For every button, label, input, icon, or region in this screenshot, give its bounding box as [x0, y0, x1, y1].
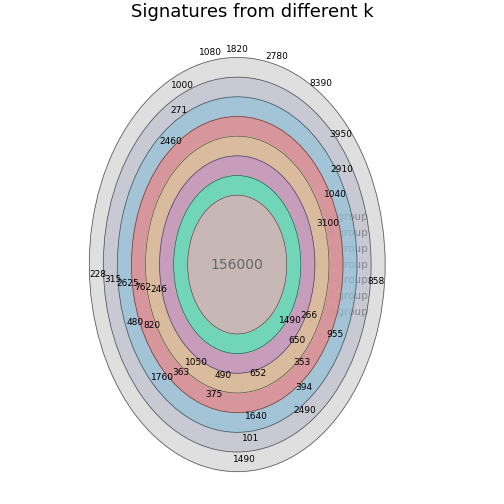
Ellipse shape — [160, 156, 315, 373]
Text: 353: 353 — [294, 358, 311, 367]
Ellipse shape — [132, 116, 343, 413]
Text: 3950: 3950 — [329, 130, 352, 139]
Text: 8390: 8390 — [309, 80, 333, 88]
Text: 1760: 1760 — [151, 372, 174, 382]
Ellipse shape — [117, 97, 357, 432]
Text: 266: 266 — [300, 311, 318, 321]
Text: 246: 246 — [150, 285, 167, 294]
Text: 480: 480 — [127, 318, 144, 327]
Text: 228: 228 — [90, 270, 107, 279]
Legend: 2-group, 3-group, 4-group, 5-group, 6-group, 7-group, 8-group: 2-group, 3-group, 4-group, 5-group, 6-gr… — [314, 212, 368, 317]
Text: 858: 858 — [367, 277, 385, 286]
Text: 363: 363 — [172, 368, 190, 377]
Text: 1080: 1080 — [199, 48, 222, 57]
Text: 375: 375 — [206, 390, 223, 399]
Text: 394: 394 — [295, 383, 312, 392]
Ellipse shape — [173, 175, 301, 354]
Text: 762: 762 — [135, 283, 152, 292]
Text: 1050: 1050 — [185, 358, 208, 367]
Text: 1040: 1040 — [324, 190, 347, 199]
Ellipse shape — [103, 77, 371, 452]
Text: 2625: 2625 — [116, 279, 140, 288]
Ellipse shape — [187, 195, 287, 334]
Text: 3100: 3100 — [317, 219, 339, 228]
Text: 2780: 2780 — [266, 52, 288, 61]
Text: 101: 101 — [241, 433, 259, 443]
Text: 156000: 156000 — [211, 258, 264, 272]
Text: 955: 955 — [327, 330, 344, 339]
Ellipse shape — [146, 136, 329, 393]
Text: 2490: 2490 — [294, 406, 317, 415]
Text: 650: 650 — [289, 336, 306, 345]
Text: 490: 490 — [215, 371, 232, 381]
Text: 1490: 1490 — [233, 455, 256, 464]
Text: 2460: 2460 — [160, 137, 182, 146]
Ellipse shape — [89, 57, 385, 472]
Title: Signatures from different k: Signatures from different k — [131, 3, 373, 21]
Text: 1490: 1490 — [279, 316, 301, 325]
Text: 271: 271 — [170, 106, 187, 115]
Text: 1820: 1820 — [226, 45, 248, 54]
Text: 1000: 1000 — [171, 81, 195, 90]
Text: 652: 652 — [249, 369, 267, 379]
Text: 2910: 2910 — [330, 165, 353, 174]
Text: 820: 820 — [144, 321, 161, 330]
Text: 1640: 1640 — [245, 412, 268, 421]
Text: 315: 315 — [104, 275, 121, 284]
